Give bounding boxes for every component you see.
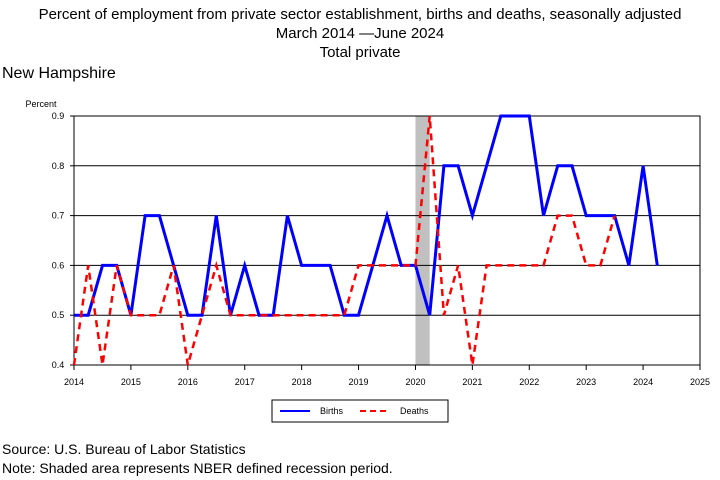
y-tick-label: 0.7 [52, 211, 65, 221]
y-tick-label: 0.9 [52, 111, 65, 121]
x-tick-label: 2019 [349, 377, 369, 387]
chart-date-range: March 2014 —June 2024 [275, 25, 445, 42]
chart-subtitle: Total private [319, 44, 401, 61]
source-note: Source: U.S. Bureau of Labor Statistics [2, 441, 246, 457]
plot-frame [73, 115, 701, 366]
y-tick-label: 0.6 [52, 260, 65, 270]
y-tick-label: 0.5 [52, 310, 65, 320]
x-tick-label: 2021 [462, 377, 482, 387]
y-tick-label: 0.4 [52, 360, 65, 370]
y-axis-label: Percent [25, 99, 57, 109]
x-tick-label: 2025 [690, 377, 710, 387]
x-tick-label: 2024 [633, 377, 653, 387]
legend-label-deaths: Deaths [400, 406, 429, 416]
series-line-births [74, 114, 659, 317]
x-tick-label: 2020 [405, 377, 425, 387]
x-tick-label: 2017 [235, 377, 255, 387]
recession-note: Note: Shaded area represents NBER define… [2, 460, 393, 476]
x-tick-label: 2015 [121, 377, 141, 387]
x-tick-label: 2023 [576, 377, 596, 387]
region-label: New Hampshire [2, 65, 116, 82]
y-tick-label: 0.8 [52, 161, 65, 171]
legend-label-births: Births [320, 406, 344, 416]
chart-title: Percent of employment from private secto… [38, 6, 682, 23]
series-line-deaths [72, 115, 616, 366]
x-tick-label: 2014 [64, 377, 84, 387]
x-tick-label: 2018 [292, 377, 312, 387]
x-tick-label: 2016 [178, 377, 198, 387]
x-tick-label: 2022 [519, 377, 539, 387]
